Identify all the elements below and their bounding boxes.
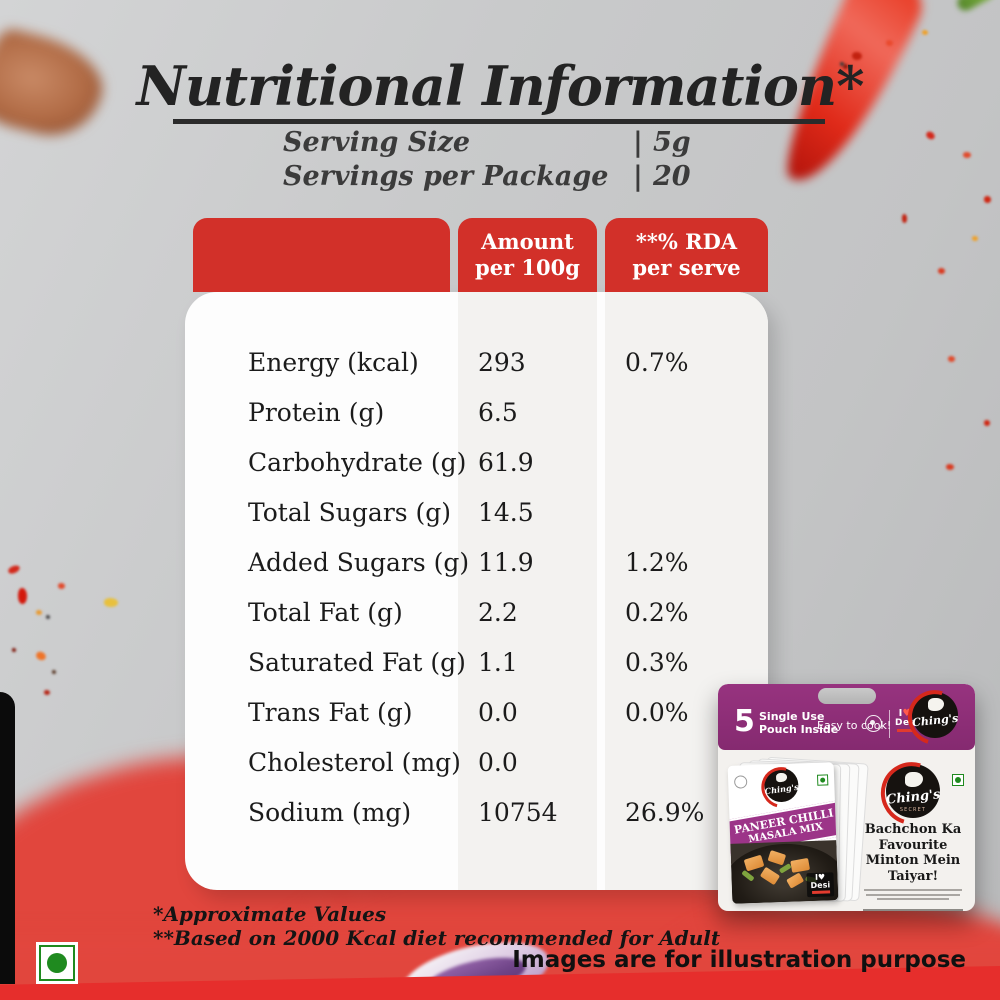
table-row: Trans Fat (g) 0.0 0.0% [185, 688, 768, 738]
table-row: Cholesterol (mg) 0.0 [185, 738, 768, 788]
header-rda-line1: **% RDA [635, 229, 738, 254]
banner-line1: Single Use [759, 710, 825, 723]
headline-line4: Taiyar! [887, 868, 939, 884]
nutrient-label: Saturated Fat (g) [248, 648, 466, 677]
header-amount-line1: Amount [481, 229, 574, 254]
cook-time-icon [733, 775, 748, 789]
footnote-rda-basis: **Based on 2000 Kcal diet recommended fo… [153, 926, 721, 950]
black-board-edge-decoration [0, 692, 15, 984]
veg-mark-icon [816, 774, 829, 786]
nutrient-label: Total Fat (g) [248, 598, 403, 627]
table-row: Saturated Fat (g) 1.1 0.3% [185, 638, 768, 688]
serving-size-row: Serving Size | 5g [283, 126, 691, 160]
hang-hole [817, 688, 876, 704]
table-row: Total Fat (g) 2.2 0.2% [185, 588, 768, 638]
nutrient-label: Trans Fat (g) [248, 698, 413, 727]
nutrient-amount: 6.5 [478, 398, 518, 427]
veg-mark-icon [952, 774, 964, 786]
nutrient-amount: 10754 [478, 798, 558, 827]
veg-mark-icon [36, 942, 78, 984]
nutrient-rda: 0.7% [625, 348, 689, 377]
table-row: Protein (g) 6.5 [185, 388, 768, 438]
table-row: Total Sugars (g) 14.5 [185, 488, 768, 538]
table-row: Energy (kcal) 293 0.7% [185, 338, 768, 388]
separator: | [633, 127, 643, 158]
nutrient-amount: 0.0 [478, 748, 518, 777]
nutrient-label: Added Sugars (g) [248, 548, 470, 577]
pouch-count: 5 [734, 704, 755, 739]
table-header-amount: Amount per 100g [458, 218, 597, 292]
footnotes: *Approximate Values **Based on 2000 Kcal… [153, 902, 720, 950]
nutrient-amount: 1.1 [478, 648, 518, 677]
table-header-nutrient [193, 218, 450, 292]
footnote-approximate: *Approximate Values [153, 902, 387, 926]
nutrient-amount: 61.9 [478, 448, 534, 477]
product-packshot: 5 Single Use Pouch Inside Easy to cook! … [718, 684, 975, 911]
serving-size-value: 5g [653, 127, 691, 158]
header-rda-line2: per serve [632, 255, 741, 280]
serving-size-label: Serving Size [283, 127, 471, 158]
table-rows: Energy (kcal) 293 0.7% Protein (g) 6.5 C… [185, 338, 768, 838]
nutrient-rda: 0.0% [625, 698, 689, 727]
illustration-disclaimer: Images are for illustration purpose [512, 947, 966, 973]
i-love-desi-logo: I♥ Desi [806, 872, 835, 898]
separator: | [633, 161, 643, 192]
fine-print-lines [860, 889, 966, 911]
chings-logo-icon: Ching's SECRET [885, 764, 941, 818]
table-row: Carbohydrate (g) 61.9 [185, 438, 768, 488]
nutrient-amount: 0.0 [478, 698, 518, 727]
pack-headline: Bachchon Ka Favourite Minton Mein Taiyar… [860, 822, 966, 884]
nutrient-label: Sodium (mg) [248, 798, 412, 827]
nutrition-table: Energy (kcal) 293 0.7% Protein (g) 6.5 C… [185, 292, 768, 890]
nutrient-rda: 0.3% [625, 648, 689, 677]
food-photo: I♥ Desi [730, 840, 839, 904]
nutrient-amount: 293 [478, 348, 526, 377]
chings-logo-icon: Ching's [763, 767, 799, 803]
nutrient-label: Energy (kcal) [248, 348, 419, 377]
nutrient-label: Total Sugars (g) [248, 498, 452, 527]
servings-per-package-label: Servings per Package [283, 161, 609, 192]
table-row: Added Sugars (g) 11.9 1.2% [185, 538, 768, 588]
pack-right-panel: Ching's SECRET Bachchon Ka Favourite Min… [860, 764, 966, 911]
serving-info: Serving Size | 5g Servings per Package |… [283, 126, 691, 194]
front-pouch: Ching's PANEER CHILLI MASALA MIX [727, 762, 839, 904]
nutrient-amount: 14.5 [478, 498, 534, 527]
cook-time-badge-icon [865, 715, 882, 732]
servings-per-package-value: 20 [653, 161, 691, 192]
nutrient-rda: 0.2% [625, 598, 689, 627]
headline-line2: Favourite [878, 837, 948, 853]
header-amount-line2: per 100g [475, 255, 580, 280]
title-underline [173, 119, 825, 124]
servings-per-package-row: Servings per Package | 20 [283, 160, 691, 194]
nutrient-label: Cholesterol (mg) [248, 748, 461, 777]
nutrient-rda: 26.9% [625, 798, 705, 827]
table-row: Sodium (mg) 10754 26.9% [185, 788, 768, 838]
table-header-rda: **% RDA per serve [605, 218, 768, 292]
banner-line2: Pouch Inside [759, 722, 839, 736]
nutrient-label: Carbohydrate (g) [248, 448, 467, 477]
pouch-stack: Ching's PANEER CHILLI MASALA MIX [727, 756, 869, 905]
nutrient-label: Protein (g) [248, 398, 385, 427]
pouch-count-text: Single Use Pouch Inside [759, 710, 839, 736]
headline-line1: Bachchon Ka [864, 822, 962, 837]
red-chili-decoration [769, 0, 1000, 255]
nutrient-amount: 11.9 [478, 548, 534, 577]
pack-header-band: 5 Single Use Pouch Inside Easy to cook! … [718, 684, 975, 750]
headline-line3: Minton Mein [865, 853, 961, 868]
page-title: Nutritional Information* [136, 54, 865, 118]
amount-column-strip [458, 292, 597, 890]
divider [889, 710, 890, 738]
nutrient-amount: 2.2 [478, 598, 518, 627]
nutrient-rda: 1.2% [625, 548, 689, 577]
chings-logo-icon: Ching's [911, 692, 959, 738]
chili-stem [954, 0, 998, 14]
